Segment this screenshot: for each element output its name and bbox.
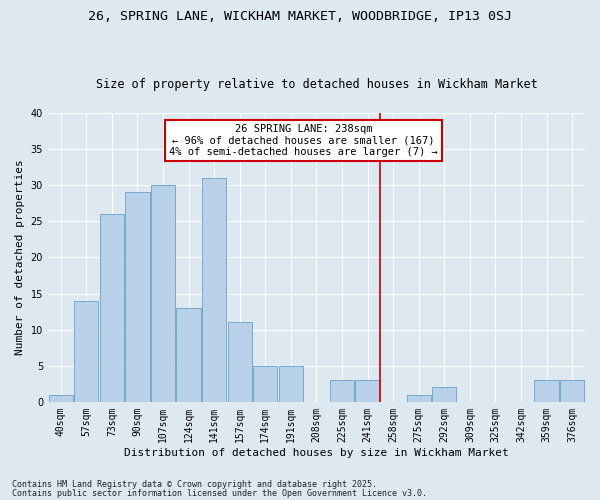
Bar	[74, 300, 98, 402]
Bar	[176, 308, 201, 402]
Bar	[560, 380, 584, 402]
Bar	[407, 394, 431, 402]
Bar	[253, 366, 277, 402]
Bar	[279, 366, 303, 402]
Y-axis label: Number of detached properties: Number of detached properties	[15, 160, 25, 356]
Bar	[330, 380, 354, 402]
Bar	[227, 322, 252, 402]
Bar	[355, 380, 380, 402]
Text: 26, SPRING LANE, WICKHAM MARKET, WOODBRIDGE, IP13 0SJ: 26, SPRING LANE, WICKHAM MARKET, WOODBRI…	[88, 10, 512, 23]
Title: Size of property relative to detached houses in Wickham Market: Size of property relative to detached ho…	[95, 78, 538, 91]
Bar	[125, 192, 149, 402]
Text: 26 SPRING LANE: 238sqm
← 96% of detached houses are smaller (167)
4% of semi-det: 26 SPRING LANE: 238sqm ← 96% of detached…	[169, 124, 438, 157]
Text: Contains public sector information licensed under the Open Government Licence v3: Contains public sector information licen…	[12, 488, 427, 498]
Bar	[100, 214, 124, 402]
Bar	[432, 388, 457, 402]
Bar	[202, 178, 226, 402]
Text: Contains HM Land Registry data © Crown copyright and database right 2025.: Contains HM Land Registry data © Crown c…	[12, 480, 377, 489]
Bar	[535, 380, 559, 402]
Bar	[49, 394, 73, 402]
X-axis label: Distribution of detached houses by size in Wickham Market: Distribution of detached houses by size …	[124, 448, 509, 458]
Bar	[151, 185, 175, 402]
